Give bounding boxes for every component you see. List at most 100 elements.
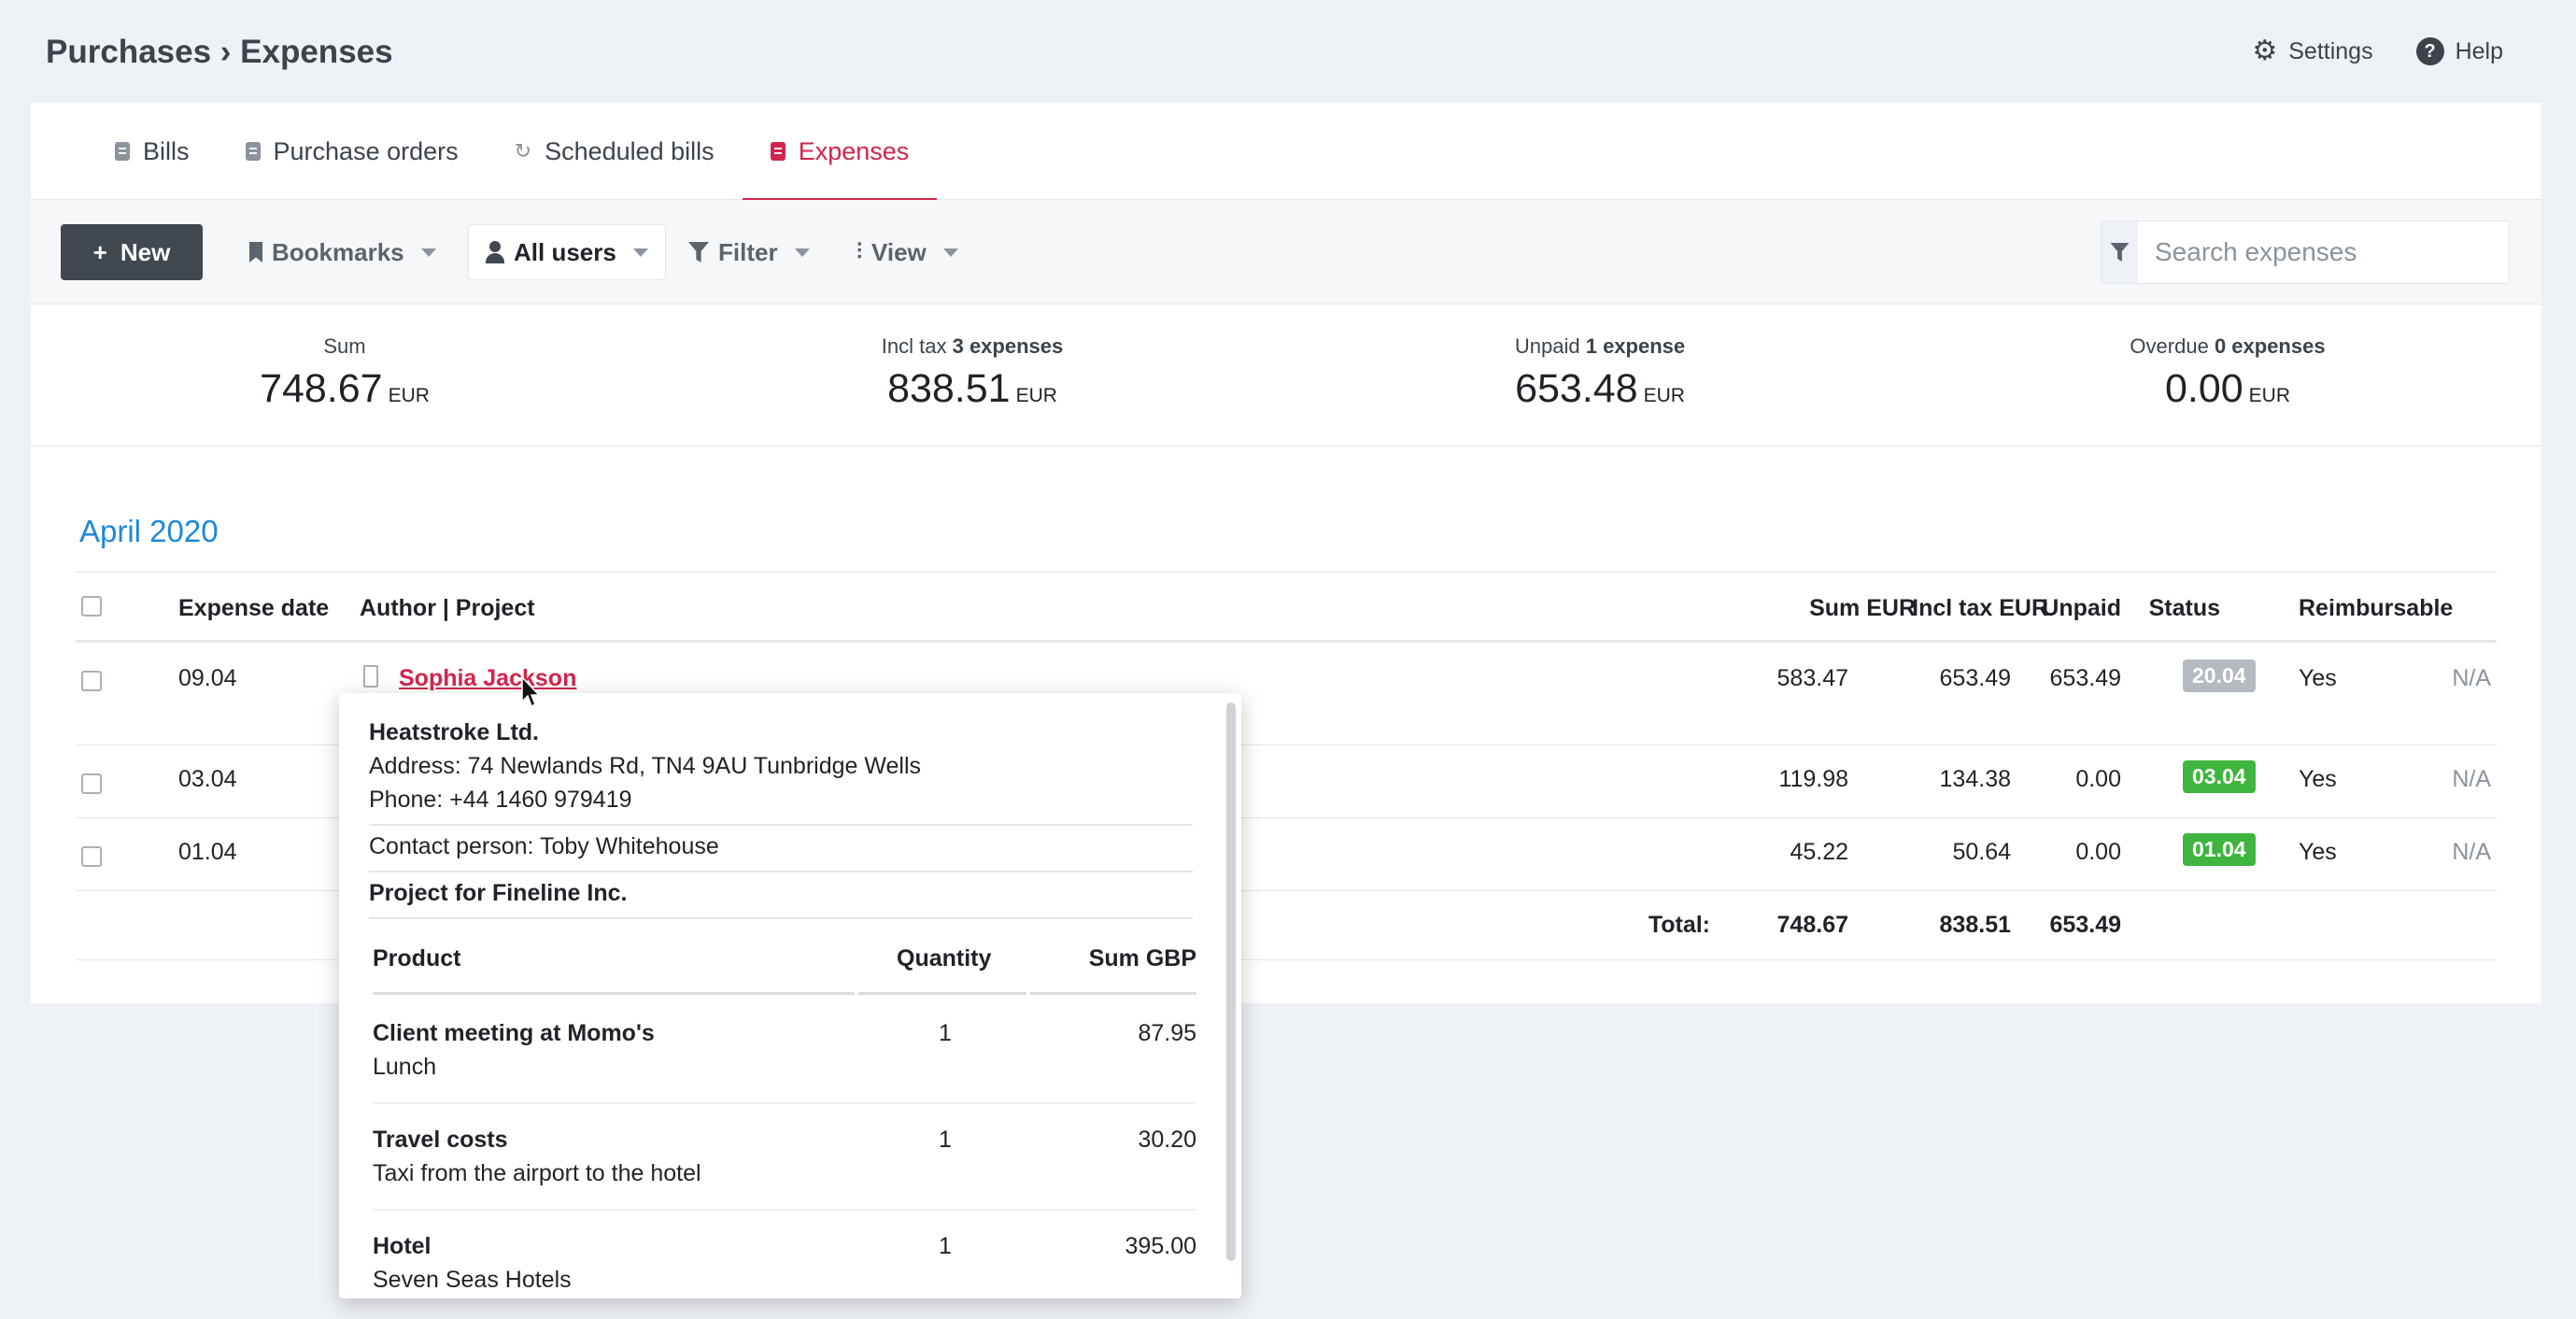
purchase-orders-icon [245,142,261,161]
filter-icon [688,242,709,262]
top-bar: Purchases › Expenses ⚙ Settings ? Help [0,0,2576,103]
new-label: New [120,237,171,266]
popover-item-sum: 30.20 [1138,1127,1196,1153]
expenses-card: Bills Purchase orders ↻ Scheduled bills … [31,103,2541,1003]
popover-item-subtitle: Taxi from the airport to the hotel [373,1160,701,1186]
table-row[interactable]: 09.04 Sophia Jackson 583.47 653.49 653.4… [76,643,2497,745]
bills-icon [115,142,130,161]
new-button[interactable]: + New [61,224,203,280]
total-incl-tax: 838.51 [1939,912,2011,938]
divider [373,1102,1196,1104]
search-input[interactable] [2138,221,2509,283]
summary-sum: Sum 748.67 EUR [31,305,658,446]
row-reimbursable: Yes [2299,665,2337,691]
tab-expenses[interactable]: Expenses [742,103,938,201]
table-row[interactable]: 01.04 45.22 50.64 0.00 01.04 Yes N/A [76,818,2497,891]
chevron-down-icon [942,248,958,257]
select-all-checkbox[interactable] [81,596,102,617]
table-header: Expense date Author | Project Sum EUR In… [76,572,2497,643]
toolbar: + New Bookmarks All users Filter ⫶ View [31,200,2541,305]
total-label: Total: [1648,912,1710,938]
plus-icon: + [92,237,107,266]
status-badge: 01.04 [2183,833,2256,866]
summary-value: 838.51 EUR [887,366,1057,411]
divider [369,824,1193,826]
tab-label: Scheduled bills [545,136,715,165]
row-sum: 119.98 [1778,766,1848,792]
popover-company: Heatstroke Ltd. [369,719,539,745]
table-total-row: Total: 748.67 838.51 653.49 [76,891,2497,960]
popover-item-sum: 395.00 [1125,1233,1196,1259]
tab-label: Expenses [798,136,910,165]
tab-bar: Bills Purchase orders ↻ Scheduled bills … [31,103,2541,201]
table-row[interactable]: 03.04 119.98 134.38 0.00 03.04 Yes N/A [76,745,2497,818]
row-date: 09.04 [178,665,237,691]
row-reimbursable: Yes [2299,766,2337,792]
tab-bills[interactable]: Bills [87,103,218,200]
col-header-author[interactable]: Author | Project [360,595,535,621]
popover-col-product: Product [373,945,461,972]
summary-unpaid: Unpaid 1 expense 653.48 EUR [1286,305,1914,446]
row-incl-tax: 50.64 [1952,839,2011,865]
tab-scheduled-bills[interactable]: ↻ Scheduled bills [487,103,743,200]
popover-phone: Phone: +44 1460 979419 [369,787,632,813]
summary-value: 653.48 EUR [1515,366,1685,411]
divider [858,992,1026,995]
popover-item-qty: 1 [939,1020,952,1046]
popover-address: Address: 74 Newlands Rd, TN4 9AU Tunbrid… [369,753,922,779]
users-dropdown[interactable]: All users [468,224,666,280]
summary-incl-tax: Incl tax 3 expenses 838.51 EUR [658,305,1286,446]
row-checkbox[interactable] [81,773,102,794]
search-filter-icon [2110,243,2130,262]
col-header-sum[interactable]: Sum EUR [1809,595,1916,621]
view-dropdown[interactable]: ⫶ View [856,224,958,280]
search-box [2101,220,2510,284]
status-badge: 20.04 [2183,660,2256,692]
row-sum: 583.47 [1776,665,1848,691]
col-header-incl-tax[interactable]: Incl tax EUR [1912,595,2048,621]
author-link[interactable]: Sophia Jackson [399,665,577,691]
chevron-down-icon [420,248,436,257]
row-date: 01.04 [178,839,237,865]
search-filter-button[interactable] [2102,221,2138,283]
col-header-status[interactable]: Status [2148,595,2220,621]
col-header-reimbursable[interactable]: Reimbursable [2299,595,2454,621]
divider [373,992,855,995]
popover-scrollbar[interactable] [1226,702,1236,1261]
gear-icon: ⚙ [2252,35,2278,66]
bookmarks-dropdown[interactable]: Bookmarks [249,224,436,280]
help-link[interactable]: ? Help [2415,37,2503,65]
cursor-icon [521,676,541,708]
chevron-down-icon [632,248,648,257]
popover-col-quantity: Quantity [897,945,992,972]
tab-label: Bills [143,136,190,165]
col-header-date[interactable]: Expense date [178,595,330,621]
divider [373,1209,1196,1211]
row-date: 03.04 [178,766,237,792]
bookmarks-label: Bookmarks [272,237,404,266]
top-actions: ⚙ Settings ? Help [2252,37,2503,65]
row-checkbox[interactable] [81,671,102,691]
author-popover: Heatstroke Ltd. Address: 74 Newlands Rd,… [339,693,1241,1298]
summary-overdue: Overdue 0 expenses 0.00 EUR [1914,305,2541,446]
row-unpaid: 0.00 [2075,839,2121,865]
divider [1030,992,1196,995]
filter-dropdown[interactable]: Filter [688,224,810,280]
view-label: View [871,237,927,266]
help-label: Help [2455,37,2503,64]
summary-bar: Sum 748.67 EUR Incl tax 3 expenses 838.51… [31,305,2541,447]
settings-link[interactable]: ⚙ Settings [2252,37,2372,65]
month-heading: April 2020 [79,514,219,548]
total-unpaid: 653.49 [2049,912,2121,938]
tab-purchase-orders[interactable]: Purchase orders [218,103,487,200]
row-incl-tax: 134.38 [1939,766,2011,792]
summary-value: 748.67 EUR [260,366,430,411]
divider [369,871,1193,872]
row-checkbox[interactable] [81,846,102,867]
popover-project: Project for Fineline Inc. [369,880,628,906]
col-header-unpaid[interactable]: Unpaid [2042,595,2121,621]
popover-item-sum: 87.95 [1138,1020,1196,1046]
summary-label: Unpaid 1 expense [1514,334,1686,358]
total-sum: 748.67 [1776,912,1848,938]
user-icon [486,241,504,263]
